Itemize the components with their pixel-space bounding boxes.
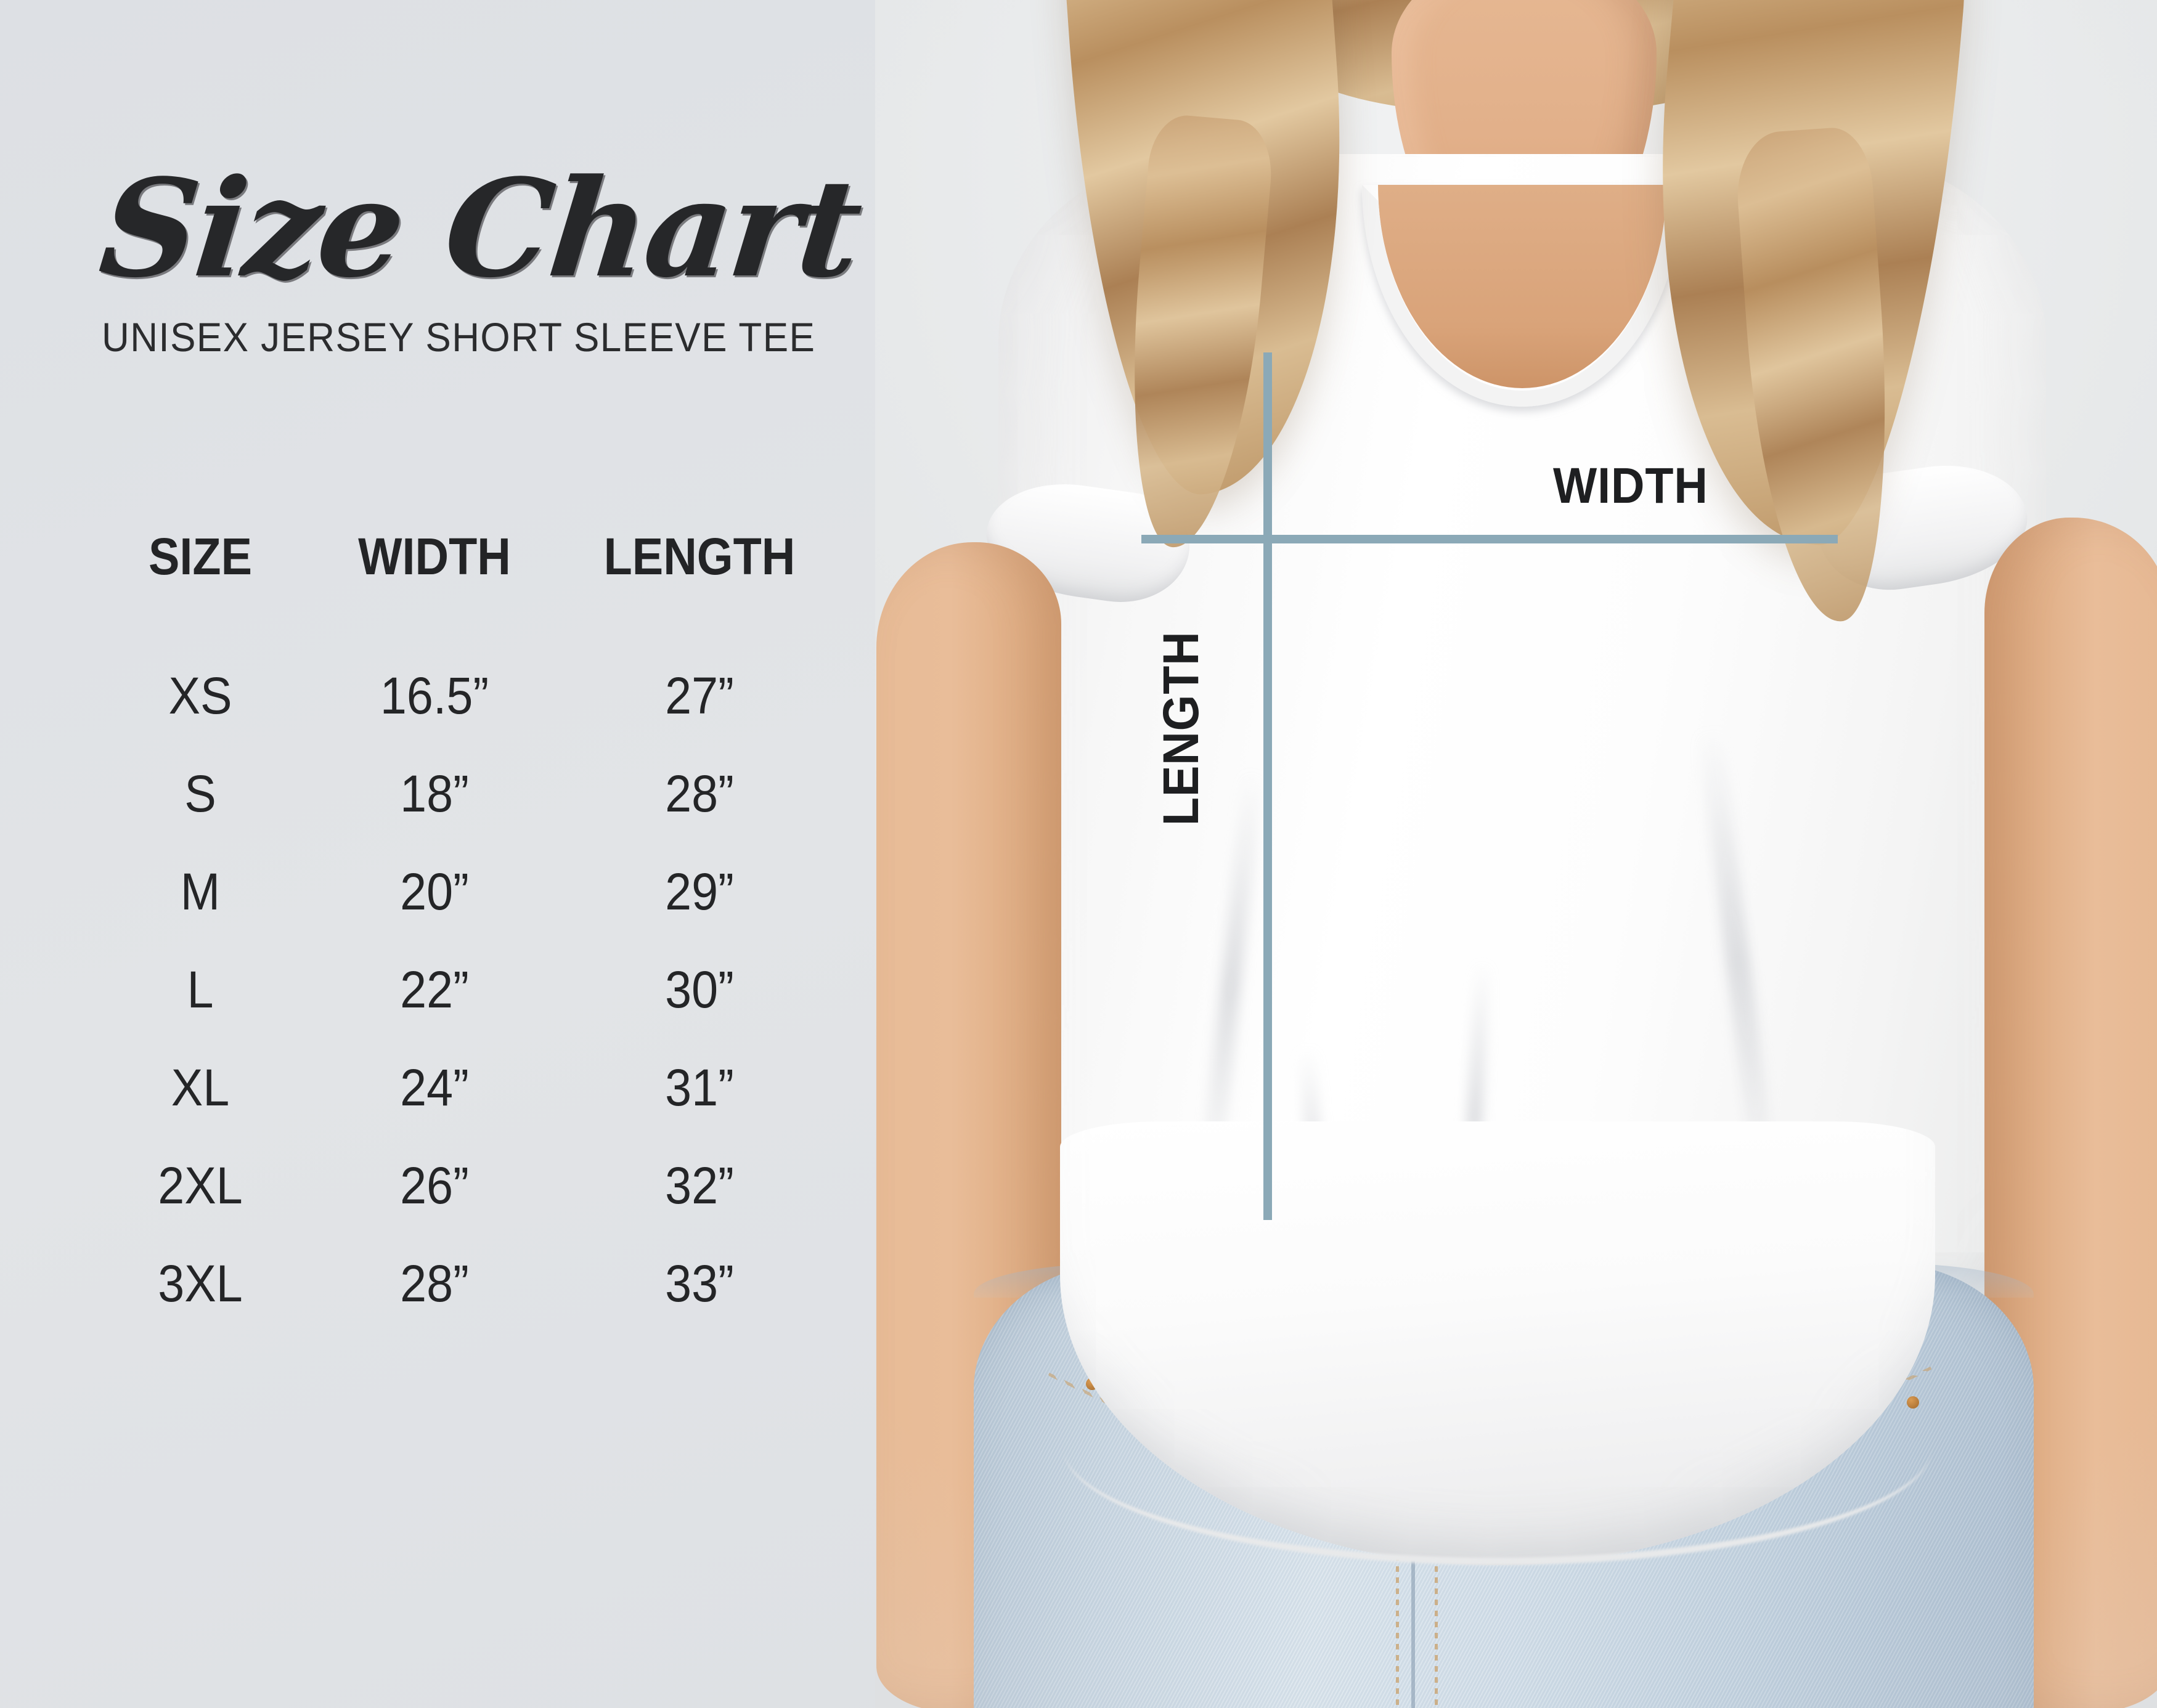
length-measurement-label: LENGTH xyxy=(1153,631,1209,826)
cell-size: M xyxy=(180,863,221,921)
cell-width: 16.5” xyxy=(380,667,489,725)
column-header-length: LENGTH xyxy=(603,527,796,585)
table-row: 2XL 26” 32” xyxy=(99,1137,832,1235)
cell-width: 26” xyxy=(400,1157,469,1214)
cell-length: 31” xyxy=(665,1059,734,1116)
title-block: Size Chart UNISEX JERSEY SHORT SLEEVE TE… xyxy=(94,150,866,360)
cell-width: 28” xyxy=(400,1255,469,1312)
cell-size: L xyxy=(187,961,214,1019)
cell-size: 3XL xyxy=(158,1255,243,1312)
cell-length: 29” xyxy=(665,863,734,921)
jeans-rivet xyxy=(1907,1396,1919,1409)
table-row: XL 24” 31” xyxy=(99,1039,832,1137)
cell-size: XL xyxy=(171,1059,230,1116)
cell-length: 32” xyxy=(665,1157,734,1214)
cell-length: 33” xyxy=(665,1255,734,1312)
table-header-row: SIZE WIDTH LENGTH xyxy=(99,527,832,647)
table-row: XS 16.5” 27” xyxy=(99,647,832,745)
width-measurement-label: WIDTH xyxy=(1553,458,1708,514)
size-chart-panel: Size Chart UNISEX JERSEY SHORT SLEEVE TE… xyxy=(0,0,900,1708)
cell-size: 2XL xyxy=(158,1157,243,1214)
size-chart-table: SIZE WIDTH LENGTH XS 16.5” 27” S 18” 28” M 20” 2… xyxy=(99,527,832,1333)
jeans-seam xyxy=(1396,1466,1399,1708)
length-measurement-line xyxy=(1263,352,1272,1220)
page-subtitle: UNISEX JERSEY SHORT SLEEVE TEE xyxy=(102,314,816,360)
cell-width: 22” xyxy=(400,961,469,1019)
table-row: 3XL 28” 33” xyxy=(99,1235,832,1333)
table-row: S 18” 28” xyxy=(99,745,832,843)
cell-width: 24” xyxy=(400,1059,469,1116)
jeans-seam xyxy=(1435,1466,1438,1708)
cell-size: S xyxy=(184,765,216,823)
table-body: XS 16.5” 27” S 18” 28” M 20” 29” L 22” 30” XL 24” 31” 2… xyxy=(99,647,832,1333)
cell-width: 20” xyxy=(400,863,469,921)
table-header: SIZE WIDTH LENGTH xyxy=(99,527,832,647)
table-row: L 22” 30” xyxy=(99,941,832,1039)
table-row: M 20” 29” xyxy=(99,843,832,941)
jeans-fly xyxy=(1411,1454,1415,1708)
cell-width: 18” xyxy=(400,765,469,823)
column-header-size: SIZE xyxy=(148,527,253,585)
column-header-width: WIDTH xyxy=(358,527,511,585)
cell-length: 28” xyxy=(665,765,734,823)
cell-length: 30” xyxy=(665,961,734,1019)
cell-size: XS xyxy=(168,667,232,725)
width-measurement-line xyxy=(1141,535,1838,543)
cell-length: 27” xyxy=(665,667,734,725)
